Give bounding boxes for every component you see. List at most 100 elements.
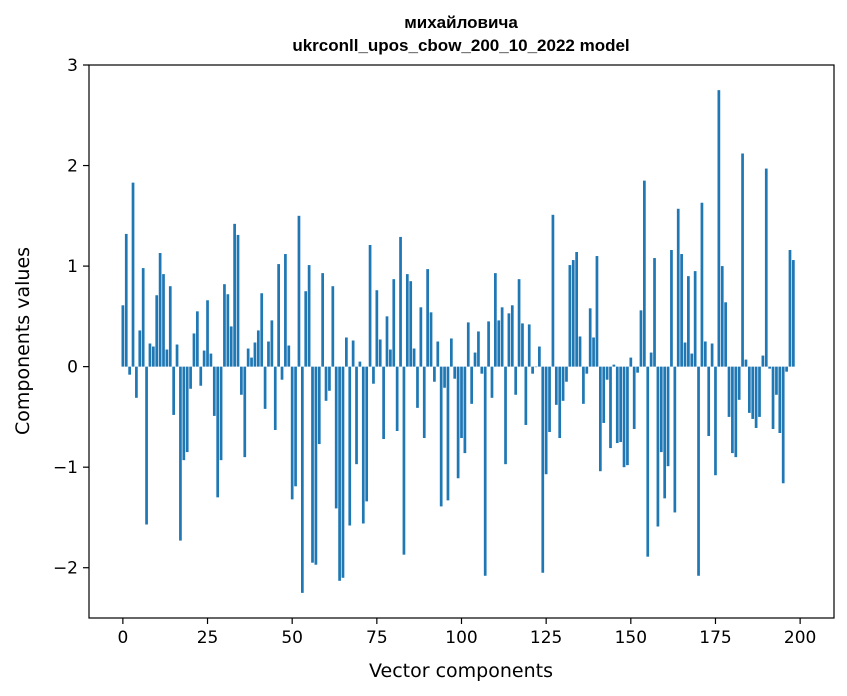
bar-42 <box>263 366 267 409</box>
bar-28 <box>216 366 220 498</box>
x-tick-label-2: 50 <box>281 628 303 648</box>
y-tick-label-5: 3 <box>67 56 78 76</box>
bar-40 <box>256 330 260 367</box>
bar-44 <box>270 320 274 367</box>
bar-81 <box>395 366 399 431</box>
x-tick-label-1: 25 <box>197 628 219 648</box>
bar-147 <box>619 366 623 443</box>
bar-184 <box>744 359 748 367</box>
bar-130 <box>561 366 565 401</box>
axes-group: 0 25 50 75 100 125 150 175 200 −2 −1 0 1 2 3 <box>53 56 835 648</box>
bar-148 <box>622 366 626 468</box>
bar-66 <box>345 337 348 367</box>
bar-15 <box>172 366 176 415</box>
bar-57 <box>314 366 318 565</box>
bar-92 <box>433 366 436 382</box>
x-tick-label-8: 200 <box>784 628 816 648</box>
bar-24 <box>202 350 206 367</box>
bar-90 <box>426 269 429 367</box>
bar-157 <box>653 258 656 367</box>
bar-195 <box>781 366 785 484</box>
bar-59 <box>321 273 325 367</box>
bar-58 <box>317 366 321 445</box>
bar-22 <box>196 311 199 367</box>
bar-88 <box>419 307 423 367</box>
bar-78 <box>385 316 389 367</box>
bar-186 <box>751 366 755 419</box>
bar-119 <box>524 366 528 425</box>
bar-91 <box>429 312 433 367</box>
bar-11 <box>158 253 162 367</box>
bar-89 <box>422 366 426 439</box>
bar-129 <box>558 366 562 439</box>
bar-127 <box>551 214 555 367</box>
bar-72 <box>365 366 369 502</box>
bar-192 <box>771 366 775 429</box>
bar-39 <box>253 342 257 367</box>
x-axis-label: Vector components <box>369 660 553 682</box>
bar-48 <box>284 254 287 367</box>
bar-105 <box>477 331 480 367</box>
bar-163 <box>673 366 677 513</box>
x-tick-label-7: 175 <box>699 628 731 648</box>
bar-79 <box>389 349 392 367</box>
bar-31 <box>226 294 230 367</box>
bar-107 <box>483 366 487 576</box>
bar-113 <box>504 366 507 465</box>
bar-54 <box>304 291 308 367</box>
bar-34 <box>236 234 240 367</box>
bar-158 <box>656 366 660 527</box>
bar-165 <box>680 254 683 367</box>
bar-190 <box>764 168 768 367</box>
bar-74 <box>372 366 375 384</box>
bar-114 <box>507 313 511 367</box>
bar-85 <box>409 281 413 367</box>
bar-128 <box>554 366 558 405</box>
bar-196 <box>785 366 788 372</box>
bar-162 <box>670 250 673 367</box>
bar-123 <box>538 346 541 367</box>
bar-83 <box>402 366 406 555</box>
bar-63 <box>334 366 338 509</box>
bar-64 <box>338 366 341 581</box>
y-tick-label-4: 2 <box>67 157 78 177</box>
bar-60 <box>324 366 328 401</box>
bar-32 <box>229 326 233 367</box>
bar-65 <box>341 366 345 578</box>
bar-125 <box>544 366 548 475</box>
bar-13 <box>165 349 169 367</box>
bar-194 <box>778 366 782 433</box>
bar-143 <box>605 366 609 380</box>
chart-title-line-2: ukrconll_upos_cbow_200_10_2022 model <box>292 36 629 55</box>
bar-51 <box>294 366 297 487</box>
bar-193 <box>775 366 778 395</box>
bar-36 <box>243 366 247 458</box>
y-axis-label: Components values <box>12 247 34 435</box>
bar-77 <box>382 366 385 440</box>
bar-178 <box>724 302 727 367</box>
bar-93 <box>436 341 440 367</box>
bar-21 <box>192 333 196 367</box>
y-tick-label-0: −2 <box>53 559 78 579</box>
bar-111 <box>497 320 501 367</box>
bar-14 <box>168 286 172 367</box>
bar-183 <box>741 153 744 367</box>
bar-181 <box>734 366 738 458</box>
bar-106 <box>480 366 484 374</box>
bar-155 <box>646 366 650 557</box>
bar-101 <box>463 366 467 454</box>
bar-142 <box>602 366 606 423</box>
bar-198 <box>792 260 795 367</box>
bar-135 <box>578 336 582 367</box>
bar-132 <box>568 265 572 367</box>
bar-109 <box>490 366 494 398</box>
bar-50 <box>290 366 294 500</box>
bar-25 <box>206 300 209 367</box>
bar-159 <box>659 366 663 453</box>
bar-4 <box>135 366 138 398</box>
bar-33 <box>233 223 236 367</box>
bar-131 <box>565 366 568 382</box>
bar-160 <box>663 366 667 499</box>
bar-182 <box>737 366 741 400</box>
